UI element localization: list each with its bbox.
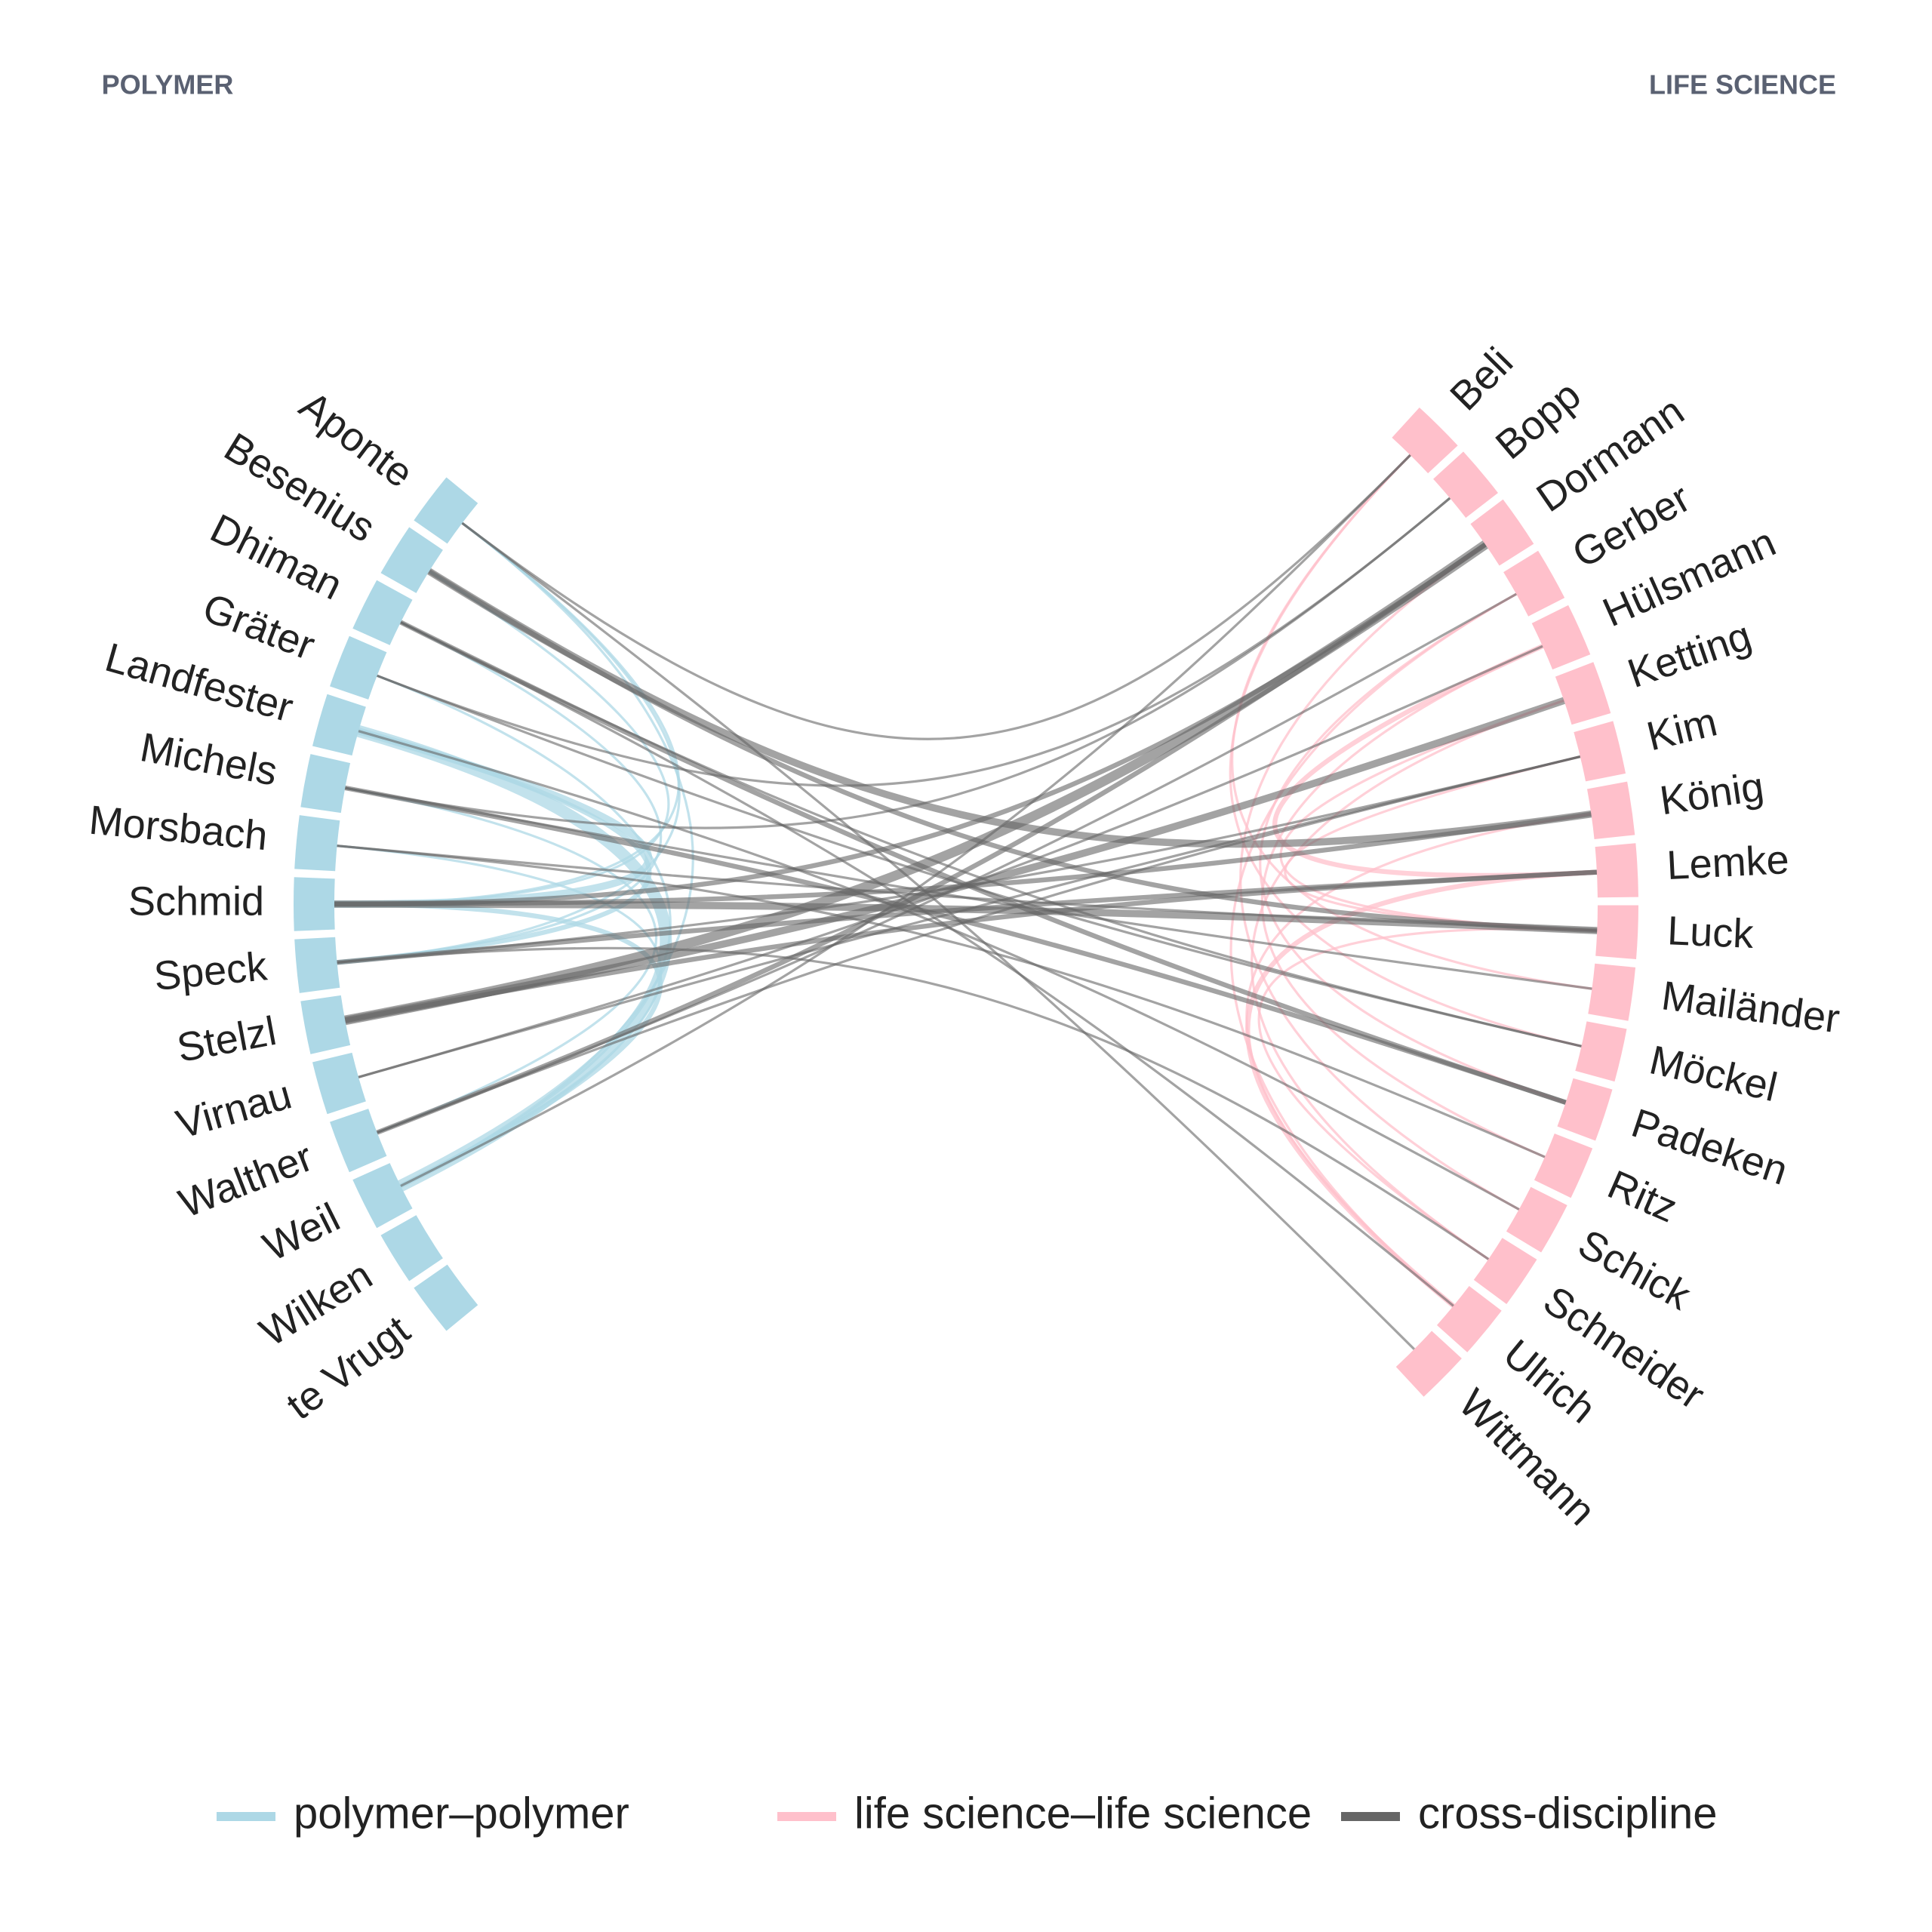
node-segment <box>414 477 478 544</box>
link <box>335 521 681 964</box>
node-segment <box>352 580 413 645</box>
node-segment <box>1588 963 1636 1021</box>
link <box>333 570 670 906</box>
node-segment <box>352 1163 413 1229</box>
legend-label: life science–life science <box>854 1789 1312 1838</box>
node-segment <box>312 694 366 756</box>
node-segment <box>300 754 351 814</box>
legend-label: cross-discipline <box>1418 1789 1717 1838</box>
node-segment <box>312 1052 366 1115</box>
node-segment <box>1575 1021 1627 1082</box>
link <box>399 620 1455 1307</box>
node-segment <box>1595 905 1638 960</box>
node-label: Luck <box>1666 908 1755 957</box>
node-segment <box>1436 1286 1502 1352</box>
link <box>334 728 652 965</box>
link <box>460 454 1412 740</box>
links <box>331 454 1601 1351</box>
link <box>399 521 694 1188</box>
node-segment <box>330 1109 387 1173</box>
node-segment <box>1470 499 1534 566</box>
link <box>376 674 1583 1048</box>
link <box>331 542 1488 907</box>
link <box>1229 592 1518 1307</box>
link <box>335 946 1490 1261</box>
link <box>1257 928 1598 1261</box>
link <box>343 497 1451 829</box>
node-segment <box>1557 1078 1613 1141</box>
node-segment <box>1506 1186 1567 1253</box>
node-label: Schmid <box>128 878 264 924</box>
node-segment <box>1473 1238 1537 1304</box>
link <box>1229 454 1583 1048</box>
node-segment <box>300 995 351 1054</box>
node-segment <box>380 527 443 593</box>
node-segment <box>1503 550 1565 617</box>
link <box>460 521 1416 1351</box>
link <box>335 620 663 964</box>
node-segment <box>1531 605 1591 670</box>
legend-label: polymer–polymer <box>294 1789 629 1838</box>
link <box>1251 699 1565 1261</box>
node-segment <box>294 877 335 931</box>
group-title: POLYMER <box>102 69 234 100</box>
node-segment <box>1433 451 1498 518</box>
node-segment <box>1534 1134 1593 1198</box>
node-segment <box>1395 1331 1462 1397</box>
link <box>426 568 1600 934</box>
link <box>357 645 1544 1078</box>
node-segment <box>1595 843 1638 898</box>
node-label: Speck <box>152 943 269 999</box>
node-segment <box>1574 721 1626 782</box>
link <box>1279 699 1598 932</box>
link <box>335 844 1598 932</box>
node-label: Lemke <box>1666 837 1790 888</box>
node-segment <box>330 635 387 700</box>
node-segment <box>294 815 340 872</box>
node-segment <box>1555 662 1611 725</box>
node-segment <box>414 1264 478 1331</box>
group-title: LIFE SCIENCE <box>1649 69 1836 100</box>
node-segment <box>1392 408 1458 474</box>
link <box>399 454 1412 1188</box>
node-segment <box>294 937 340 993</box>
node-segment <box>1586 781 1635 839</box>
link <box>1245 813 1593 1307</box>
link <box>335 844 1546 1158</box>
node-segment <box>380 1215 443 1281</box>
link <box>376 755 1582 1134</box>
link <box>1259 592 1567 1104</box>
link <box>376 674 672 1188</box>
